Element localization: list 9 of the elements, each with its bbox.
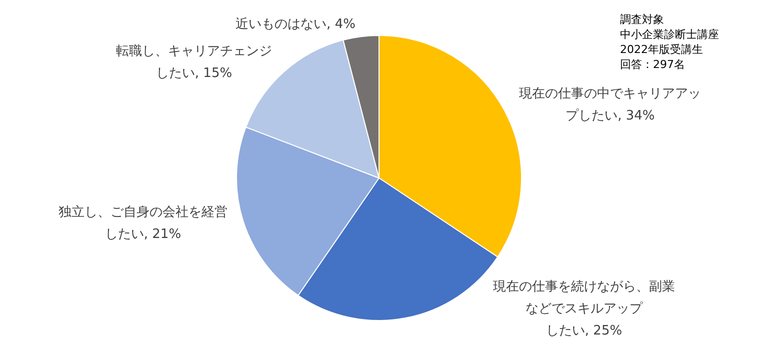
slice-label: 転職し、キャリアチェンジしたい, 15% bbox=[116, 44, 272, 82]
text: 中小企業診断士講座 bbox=[620, 28, 719, 41]
slice-label: 現在の仕事の中でキャリアアップしたい, 34% bbox=[519, 86, 702, 124]
slice-label: 近いものはない, 4% bbox=[236, 17, 356, 32]
slice-label: 独立し、ご自身の会社を経営したい, 21% bbox=[58, 204, 228, 242]
text: 調査対象 bbox=[620, 12, 664, 26]
slice-label: 現在の仕事を続けながら、副業などでスキルアップしたい, 25% bbox=[493, 279, 675, 338]
text: 2022年版受講生 bbox=[620, 42, 703, 56]
text: 回答：297名 bbox=[620, 58, 685, 71]
